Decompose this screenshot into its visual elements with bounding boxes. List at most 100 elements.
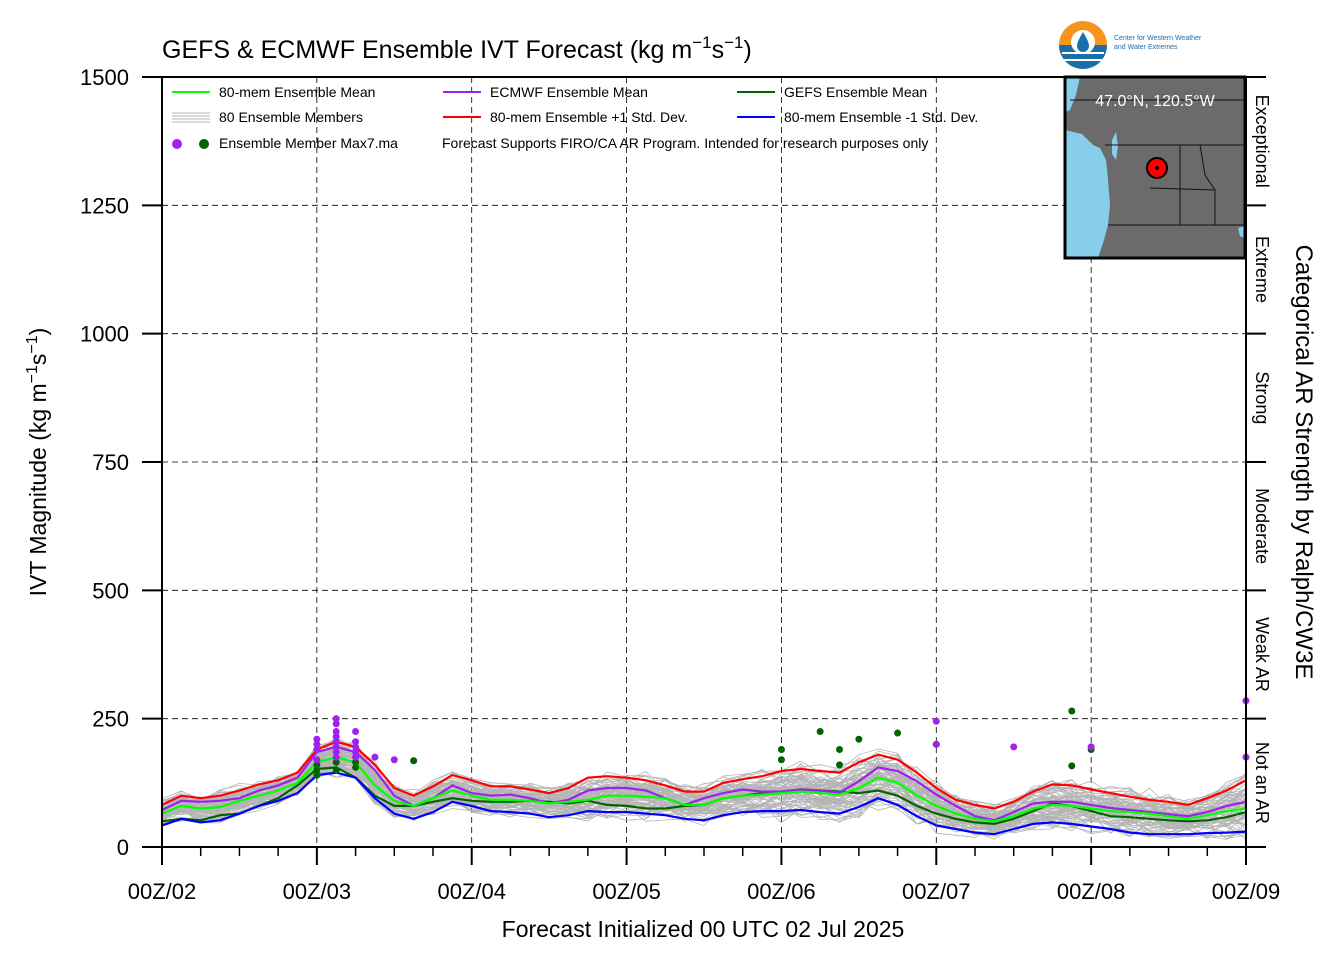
right-axis-label: Categorical AR Strength by Ralph/CW3E <box>1290 245 1317 680</box>
gefs-max-point <box>332 758 340 766</box>
gefs-max-point <box>352 763 360 771</box>
ecmwf-max-point <box>332 738 340 746</box>
legend-label-members: 80 Ensemble Members <box>219 109 363 125</box>
category-label: Extreme <box>1252 236 1272 303</box>
x-tick-label: 00Z/07 <box>902 879 971 904</box>
gefs-max-point <box>816 728 824 735</box>
legend-dot-gefs <box>199 139 209 149</box>
x-tick-label: 00Z/06 <box>747 879 816 904</box>
category-label: Not an AR <box>1252 742 1272 824</box>
y-tick-label: 500 <box>92 578 129 603</box>
ecmwf-max-point <box>332 753 340 761</box>
ensemble-member-line <box>161 756 1247 826</box>
legend-label-minus-sd: 80-mem Ensemble -1 Std. Dev. <box>784 109 978 125</box>
ensemble-member-line <box>161 753 1247 825</box>
y-axis-label: IVT Magnitude (kg m−1s−1) <box>24 328 51 597</box>
gefs-max-point <box>313 766 321 774</box>
ecmwf-mean-line <box>161 745 1247 822</box>
y-tick-label: 1000 <box>80 322 129 347</box>
legend-label-mean80: 80-mem Ensemble Mean <box>219 84 375 100</box>
ecmwf-max-point <box>313 745 321 753</box>
ecmwf-max-point <box>1087 743 1095 751</box>
ensemble-member-line <box>161 761 1247 840</box>
category-label: Moderate <box>1252 488 1272 564</box>
x-axis-label: Forecast Initialized 00 UTC 02 Jul 2025 <box>502 916 905 942</box>
ecmwf-max-point <box>352 738 360 746</box>
gefs-max-point <box>777 745 785 753</box>
y-tick-label: 250 <box>92 707 129 732</box>
ecmwf-max-point <box>352 743 360 751</box>
category-label: Exceptional <box>1252 95 1272 188</box>
gefs-max-point <box>836 761 843 769</box>
gefs-max-point <box>855 735 863 743</box>
plus-sd-line <box>161 740 1247 810</box>
ensemble-member-line <box>161 738 1247 818</box>
ecmwf-max-point <box>352 753 360 761</box>
series-lines <box>161 740 1247 836</box>
x-tick-label: 00Z/03 <box>283 879 352 904</box>
ensemble-member-line <box>161 742 1247 813</box>
chart-title: GEFS & ECMWF Ensemble IVT Forecast (kg m… <box>162 33 752 64</box>
ecmwf-max-point <box>352 728 360 735</box>
x-tick-label: 00Z/05 <box>592 879 661 904</box>
axes: 0 250 500 750 1000 1250 1500 00Z/02 00Z/03 00Z/04… <box>80 65 1280 904</box>
y-tick-label: 0 <box>117 835 129 860</box>
legend-label-max7: Ensemble Member Max7.ma <box>219 135 398 151</box>
gefs-max-point <box>1068 707 1076 715</box>
ecmwf-max-point <box>390 756 398 764</box>
ecmwf-max-point <box>332 733 340 741</box>
ecmwf-max-point <box>332 720 340 728</box>
minus-sd-line <box>161 771 1247 836</box>
ecmwf-max-point <box>371 753 379 761</box>
mean80-line <box>161 756 1247 823</box>
map-location-label: 47.0°N, 120.5°W <box>1095 93 1215 110</box>
ensemble-member-line <box>161 765 1247 840</box>
gefs-max-point <box>777 756 785 764</box>
map-inset: 47.0°N, 120.5°W <box>1063 75 1247 260</box>
gefs-max-point <box>410 757 418 765</box>
ensemble-member-line <box>161 765 1247 836</box>
legend-note: Forecast Supports FIRO/CA AR Program. In… <box>442 135 928 151</box>
legend-label-ecmwf: ECMWF Ensemble Mean <box>490 84 648 100</box>
category-label: Weak AR <box>1252 617 1272 692</box>
y-tick-label: 1250 <box>80 193 129 218</box>
ensemble-member-line <box>161 754 1247 826</box>
gefs-max-point <box>313 761 321 769</box>
ecmwf-max-point <box>332 748 340 756</box>
logo-text-line2: and Water Extremes <box>1114 44 1178 51</box>
legend-swatch-members <box>172 112 210 123</box>
legend-dot-ecmwf <box>172 139 182 149</box>
ecmwf-max-point <box>332 728 340 735</box>
ensemble-member-line <box>161 762 1247 834</box>
y-tick-label: 1500 <box>80 65 129 90</box>
ecmwf-max-point <box>313 740 321 748</box>
gefs-max-point <box>332 766 340 774</box>
ecmwf-max-point <box>313 756 321 764</box>
gefs-max-point <box>313 771 321 779</box>
ecmwf-max-point <box>932 740 940 748</box>
cw3e-logo: Center for Western Weather and Water Ext… <box>1059 21 1202 69</box>
x-tick-label: 00Z/08 <box>1057 879 1126 904</box>
legend-label-plus-sd: 80-mem Ensemble +1 Std. Dev. <box>490 109 688 125</box>
ecmwf-max-point <box>932 717 940 725</box>
ecmwf-max-point <box>332 715 340 723</box>
gefs-max-point <box>894 729 902 737</box>
y-tick-label: 750 <box>92 450 129 475</box>
ecmwf-max-point <box>1010 743 1018 751</box>
x-tick-label: 00Z/04 <box>437 879 506 904</box>
map-ocean <box>1065 130 1110 258</box>
ecmwf-max-point <box>332 743 340 751</box>
logo-drop-icon <box>1077 32 1089 52</box>
gefs-max-point <box>1068 762 1076 770</box>
x-tick-label: 00Z/02 <box>128 879 197 904</box>
x-tick-label: 00Z/09 <box>1212 879 1281 904</box>
max7-points <box>313 697 1250 779</box>
category-label: Strong <box>1252 371 1272 424</box>
legend: 80-mem Ensemble Mean 80 Ensemble Members… <box>172 84 978 151</box>
ecmwf-max-point <box>352 748 360 756</box>
legend-label-gefs: GEFS Ensemble Mean <box>784 84 927 100</box>
logo-text-line1: Center for Western Weather <box>1114 35 1202 42</box>
ecmwf-max-point <box>313 735 321 743</box>
gefs-max-point <box>352 758 360 766</box>
